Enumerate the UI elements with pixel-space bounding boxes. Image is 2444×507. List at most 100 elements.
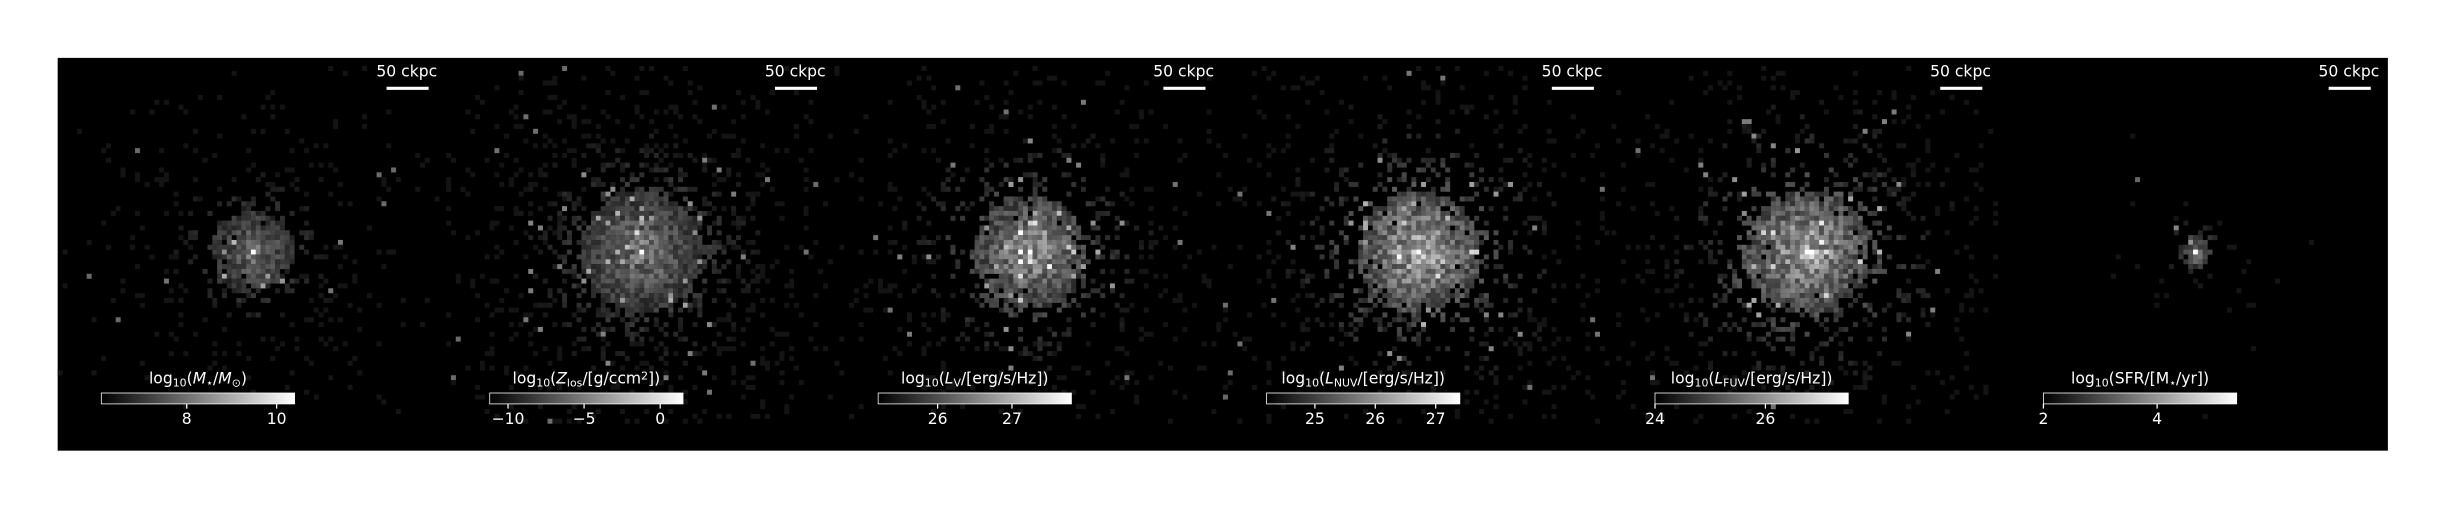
pixel bbox=[1425, 307, 1431, 313]
pixel bbox=[615, 220, 621, 226]
pixel bbox=[1799, 268, 1805, 274]
pixel bbox=[1119, 326, 1125, 332]
pixel bbox=[1814, 312, 1820, 318]
pixel bbox=[882, 307, 888, 313]
pixel bbox=[1076, 259, 1082, 265]
pixel bbox=[1659, 413, 1665, 419]
pixel bbox=[595, 133, 601, 139]
pixel bbox=[1056, 288, 1062, 294]
pixel bbox=[1387, 235, 1393, 241]
pixel bbox=[789, 355, 795, 361]
pixel bbox=[265, 239, 271, 245]
pixel bbox=[1051, 384, 1057, 390]
pixel bbox=[595, 322, 601, 328]
pixel bbox=[557, 351, 563, 357]
pixel bbox=[265, 230, 271, 236]
pixel bbox=[275, 278, 281, 284]
pixel bbox=[1256, 162, 1262, 168]
pixel bbox=[1138, 326, 1144, 332]
pixel bbox=[1051, 215, 1057, 221]
pixel bbox=[552, 418, 558, 424]
pixel bbox=[1367, 230, 1373, 236]
pixel bbox=[1493, 128, 1499, 134]
pixel bbox=[1756, 268, 1762, 274]
pixel bbox=[998, 230, 1004, 236]
pixel bbox=[576, 302, 582, 308]
pixel bbox=[1013, 297, 1019, 303]
pixel bbox=[163, 297, 169, 303]
pixel bbox=[1013, 283, 1019, 289]
pixel bbox=[1129, 302, 1135, 308]
pixel bbox=[1886, 302, 1892, 308]
pixel bbox=[1857, 268, 1863, 274]
pixel bbox=[1838, 288, 1844, 294]
pixel bbox=[1018, 230, 1024, 236]
pixel bbox=[1061, 215, 1067, 221]
pixel bbox=[591, 326, 597, 332]
pixel bbox=[1406, 307, 1412, 313]
pixel bbox=[658, 341, 664, 347]
pixel bbox=[571, 312, 577, 318]
pixel bbox=[822, 346, 828, 352]
pixel bbox=[692, 322, 698, 328]
pixel bbox=[163, 210, 169, 216]
pixel bbox=[1770, 206, 1776, 212]
pixel bbox=[624, 162, 630, 168]
pixel bbox=[731, 133, 737, 139]
pixel bbox=[265, 191, 271, 197]
pixel bbox=[1047, 273, 1053, 279]
pixel bbox=[1775, 264, 1781, 270]
pixel bbox=[513, 157, 519, 163]
pixel bbox=[940, 336, 946, 342]
pixel bbox=[969, 268, 975, 274]
pixel bbox=[600, 152, 606, 158]
pixel bbox=[1698, 206, 1704, 212]
pixel bbox=[1295, 191, 1301, 197]
pixel bbox=[246, 220, 252, 226]
pixel bbox=[1809, 206, 1815, 212]
pixel bbox=[537, 404, 543, 410]
pixel bbox=[1746, 123, 1752, 129]
pixel bbox=[1843, 409, 1849, 415]
pixel bbox=[1211, 409, 1217, 415]
pixel bbox=[964, 317, 970, 323]
pixel bbox=[1406, 389, 1412, 395]
pixel bbox=[629, 288, 635, 294]
pixel bbox=[1799, 375, 1805, 381]
pixel bbox=[1512, 326, 1518, 332]
pixel bbox=[446, 341, 452, 347]
pixel bbox=[692, 297, 698, 303]
pixel bbox=[764, 365, 770, 371]
pixel bbox=[1382, 268, 1388, 274]
pixel bbox=[318, 283, 324, 289]
pixel bbox=[615, 196, 621, 202]
pixel bbox=[1551, 283, 1557, 289]
pixel bbox=[1780, 283, 1786, 289]
pixel bbox=[926, 254, 932, 260]
pixel bbox=[716, 351, 722, 357]
pixel bbox=[600, 191, 606, 197]
pixel bbox=[1256, 109, 1262, 115]
pixel bbox=[1416, 288, 1422, 294]
pixel bbox=[634, 210, 640, 216]
pixel bbox=[1430, 225, 1436, 231]
pixel bbox=[110, 297, 116, 303]
pixel bbox=[711, 128, 717, 134]
pixel bbox=[1775, 268, 1781, 274]
pixel bbox=[1329, 336, 1335, 342]
pixel bbox=[323, 278, 329, 284]
pixel bbox=[308, 317, 314, 323]
pixel bbox=[1153, 239, 1159, 245]
pixel bbox=[993, 254, 999, 260]
pixel bbox=[993, 264, 999, 270]
pixel bbox=[1071, 239, 1077, 245]
pixel bbox=[1459, 278, 1465, 284]
pixel bbox=[629, 201, 635, 207]
pixel bbox=[673, 143, 679, 149]
pixel bbox=[998, 259, 1004, 265]
pixel bbox=[1751, 259, 1757, 265]
pixel bbox=[931, 104, 937, 110]
pixel bbox=[692, 293, 698, 299]
pixel bbox=[610, 220, 616, 226]
pixel bbox=[1770, 172, 1776, 178]
